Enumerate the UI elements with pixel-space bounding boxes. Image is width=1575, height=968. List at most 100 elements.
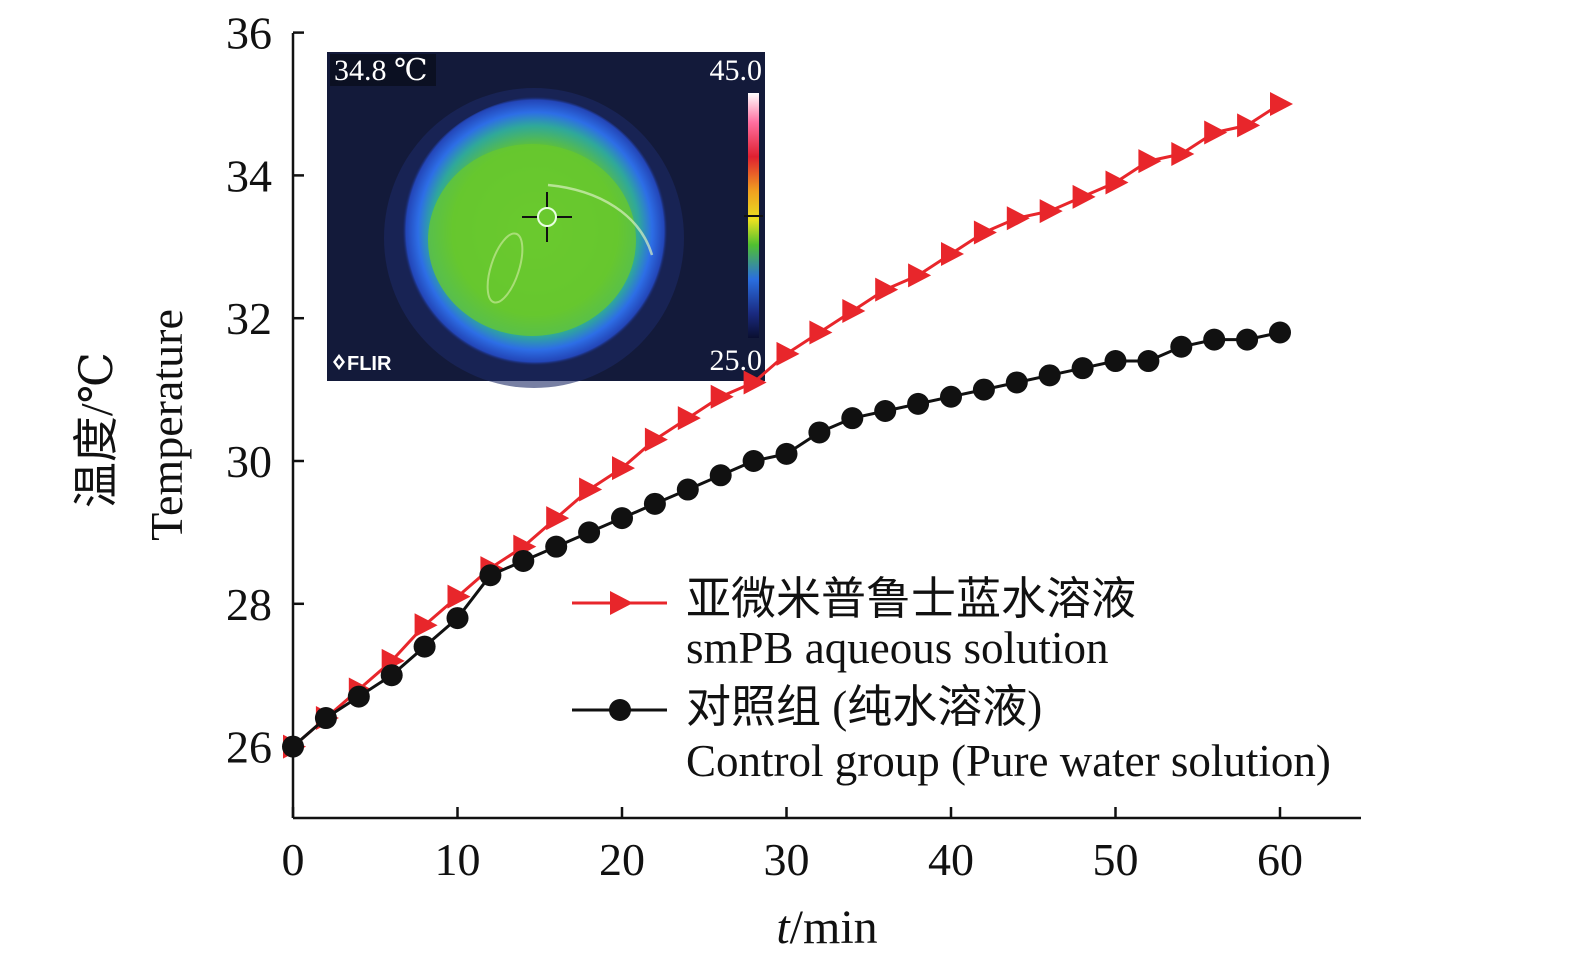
data-point-smpb [1270, 92, 1293, 116]
legend: 亚微米普鲁士蓝水溶液 smPB aqueous solution 对照组 (纯水… [572, 574, 1331, 786]
data-point-control [1104, 350, 1127, 373]
axes: 26 28 30 32 34 36 0 10 20 30 40 50 60 [226, 8, 1361, 885]
data-point-smpb [809, 320, 833, 345]
data-point-control [841, 407, 864, 430]
data-point-control [775, 442, 798, 465]
thermal-reflection [486, 232, 524, 304]
thermal-inset: 34.8 ℃ 45.0 25.0 FLIR [327, 52, 765, 388]
data-point-control [545, 535, 568, 558]
thermal-reading-box [330, 54, 436, 86]
data-point-control [808, 421, 831, 444]
y-axis-label-en: Temperature [141, 309, 192, 541]
legend-marker-control [609, 699, 631, 721]
data-point-control [1005, 371, 1028, 394]
data-point-control [1236, 328, 1259, 351]
data-point-control [1170, 335, 1193, 358]
data-point-control [972, 378, 995, 401]
y-axis-label-cn: 温度/℃ [71, 352, 122, 508]
data-point-control [611, 507, 633, 530]
y-axis-label: 温度/℃ Temperature [71, 309, 192, 541]
data-point-smpb [908, 263, 932, 288]
data-point-smpb [1006, 206, 1030, 231]
data-point-smpb [579, 477, 603, 502]
y-tick-label: 30 [226, 436, 272, 487]
data-point-control [446, 607, 469, 630]
legend-label-control-en: Control group (Pure water solution) [686, 736, 1331, 786]
data-point-smpb [414, 613, 438, 638]
legend-label-smpb-en: smPB aqueous solution [686, 623, 1109, 673]
data-point-control [643, 492, 666, 515]
data-point-smpb [743, 370, 767, 395]
data-point-smpb [1204, 120, 1228, 145]
crosshair-icon [522, 192, 572, 242]
data-point-control [347, 685, 370, 708]
x-tick-label: 50 [1093, 834, 1139, 885]
data-point-control [1203, 328, 1226, 351]
y-ticks: 26 28 30 32 34 36 [226, 8, 304, 773]
data-point-control [314, 707, 337, 730]
data-point-control [1038, 364, 1061, 387]
y-tick-label: 32 [226, 293, 272, 344]
data-point-smpb [973, 220, 997, 245]
flir-logo-text: FLIR [347, 353, 392, 375]
legend-marker-smpb [610, 591, 633, 615]
legend-label-smpb-cn: 亚微米普鲁士蓝水溶液 [686, 574, 1136, 624]
data-point-smpb [1072, 184, 1096, 209]
x-axis-label-var: t [776, 901, 791, 954]
data-point-smpb [612, 456, 635, 481]
series-control [282, 321, 1291, 758]
data-point-control [380, 664, 403, 687]
data-point-control [479, 564, 502, 587]
data-point-smpb [710, 384, 734, 409]
x-axis-label-unit: /min [790, 901, 878, 954]
data-point-smpb [1171, 141, 1195, 166]
x-tick-label: 20 [599, 834, 645, 885]
data-point-control [512, 549, 535, 572]
flir-logo-icon [333, 354, 345, 370]
data-point-control [907, 392, 930, 415]
data-point-control [413, 635, 436, 658]
x-axis-label: t/min [776, 901, 877, 954]
data-point-smpb [941, 241, 964, 266]
data-point-control [676, 478, 699, 501]
legend-label-control-cn: 对照组 (纯水溶液) [686, 682, 1042, 732]
flir-logo: FLIR [333, 353, 392, 375]
x-tick-label: 40 [928, 834, 974, 885]
data-point-smpb [1138, 149, 1162, 174]
data-point-smpb [1105, 170, 1129, 195]
data-point-control [1137, 350, 1160, 373]
data-point-smpb [644, 427, 668, 452]
data-point-control [1071, 357, 1094, 380]
x-ticks: 0 10 20 30 40 50 60 [282, 807, 1303, 885]
y-tick-label: 26 [226, 722, 272, 773]
data-point-control [282, 735, 304, 758]
x-tick-label: 10 [435, 834, 481, 885]
data-point-smpb [546, 506, 570, 531]
y-tick-label: 34 [226, 150, 272, 201]
data-point-control [940, 385, 962, 408]
data-point-control [709, 464, 732, 487]
x-tick-label: 0 [282, 834, 305, 885]
data-point-smpb [875, 277, 899, 302]
data-point-control [874, 400, 897, 423]
x-tick-label: 30 [764, 834, 810, 885]
data-point-smpb [842, 299, 866, 324]
data-point-control [578, 521, 601, 544]
data-point-control [1269, 321, 1291, 344]
thermal-scale-min: 25.0 [710, 344, 763, 377]
data-point-smpb [447, 584, 471, 609]
data-point-smpb [776, 341, 800, 366]
data-point-smpb [1039, 199, 1063, 224]
data-point-control [742, 450, 765, 472]
y-tick-label: 36 [226, 8, 272, 59]
thermal-rim-highlight [547, 183, 654, 256]
thermal-droplet-core [428, 144, 636, 336]
thermal-reading: 34.8 ℃ [334, 54, 428, 87]
series-layer [282, 92, 1293, 759]
x-tick-label: 60 [1257, 834, 1303, 885]
thermal-scale-max: 45.0 [710, 54, 763, 87]
data-point-smpb [677, 406, 701, 431]
data-point-smpb [1237, 113, 1261, 138]
y-tick-label: 28 [226, 579, 272, 630]
